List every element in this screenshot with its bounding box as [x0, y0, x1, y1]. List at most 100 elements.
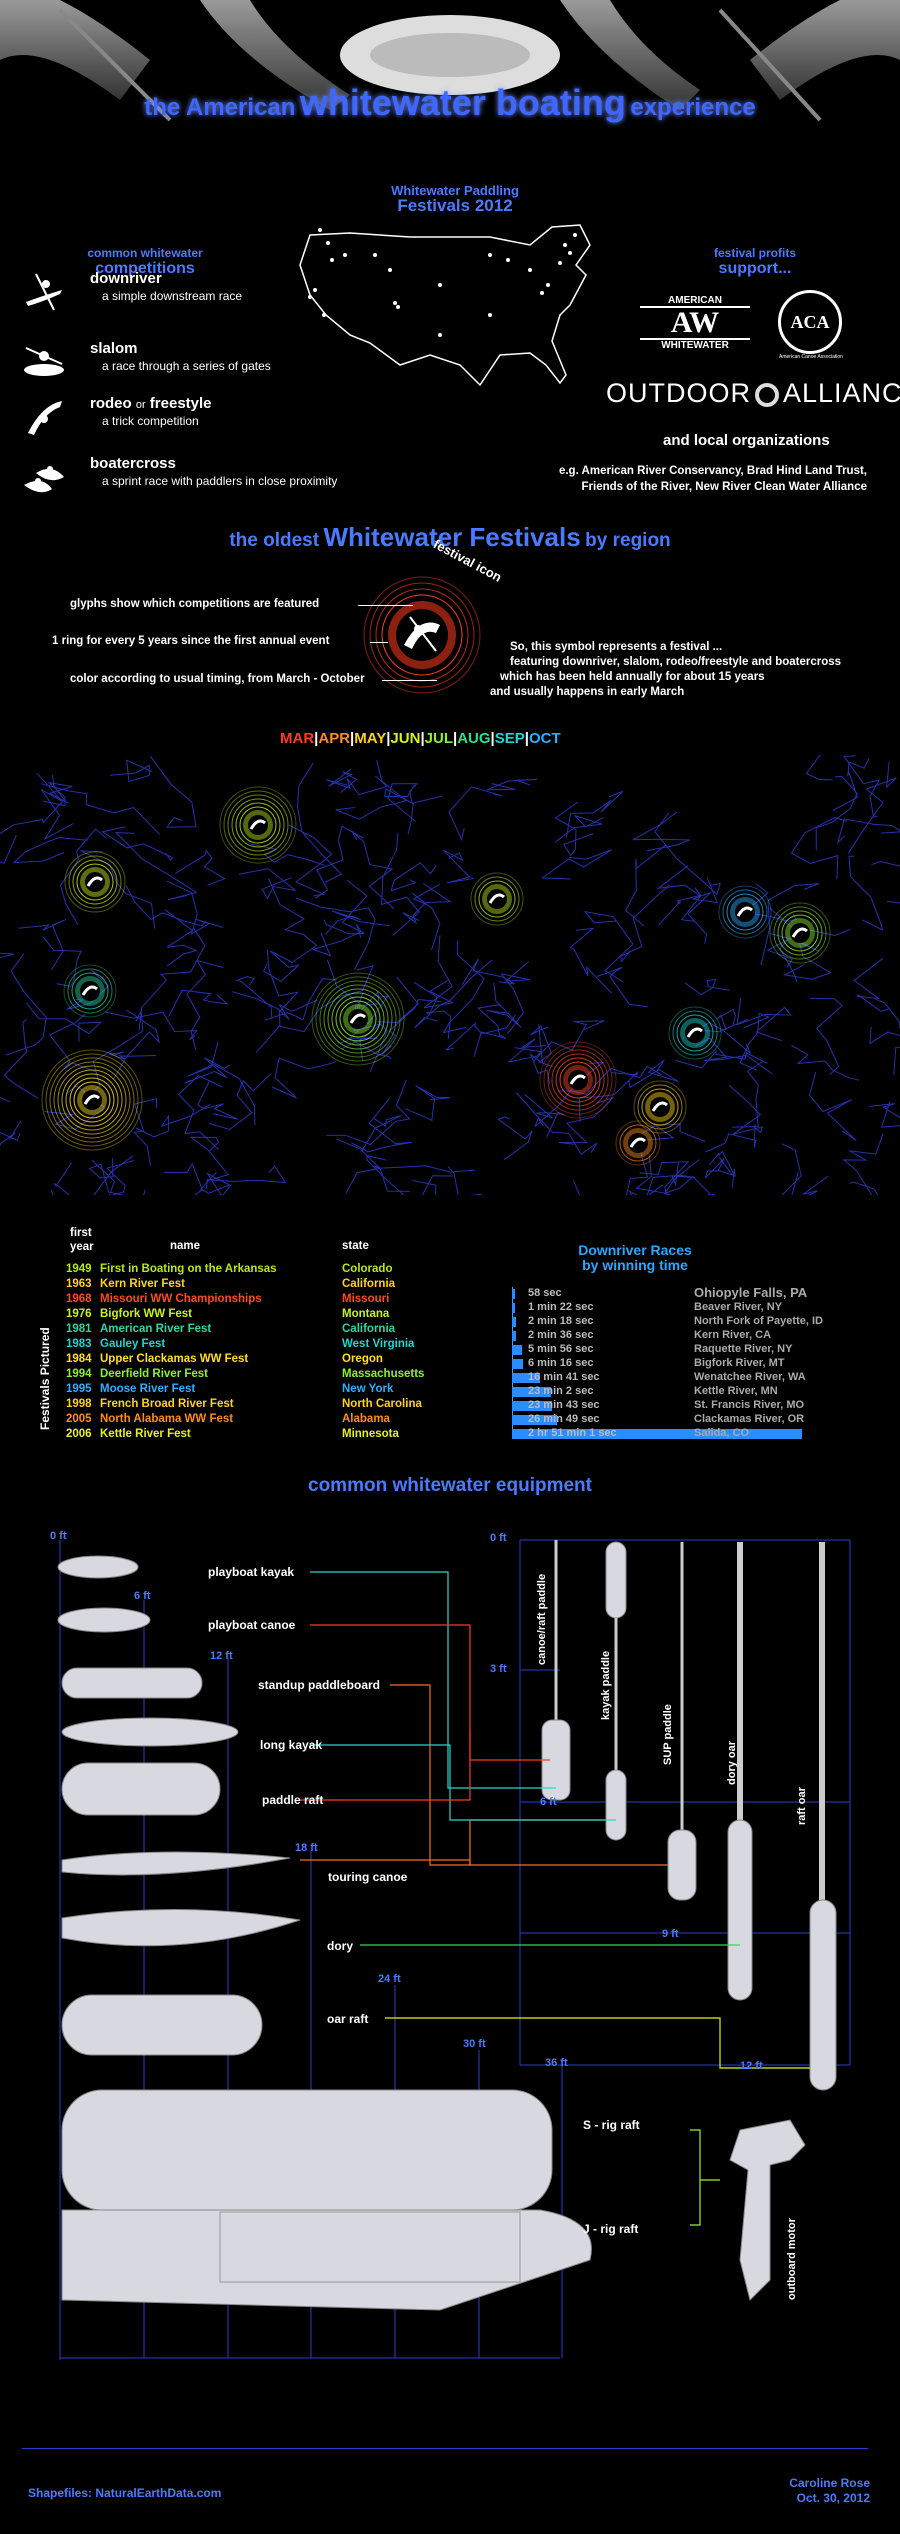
kayaker-slalom-icon — [24, 347, 64, 376]
race-place: St. Francis River, MO — [694, 1399, 805, 1411]
legend-glyphs: glyphs show which competitions are featu… — [70, 598, 320, 610]
race-place: Salida, CO — [694, 1427, 750, 1439]
festival-name: American River Fest — [100, 1323, 212, 1335]
paddle-ruler-9ft: 9 ft — [662, 1928, 679, 1940]
orgs-examples: e.g. American River Conservancy, Brad Hi… — [558, 465, 867, 493]
festival-row: 1998 French Broad River Fest North Carolin… — [66, 1398, 462, 1413]
month-1: APR — [318, 730, 351, 747]
festival-ring — [478, 880, 516, 918]
festival-year: 1984 — [66, 1353, 92, 1365]
legend-color: color according to usual timing, from Ma… — [70, 673, 365, 685]
paddle-raft-shape — [61, 1762, 221, 1816]
festival-name: Missouri WW Championships — [100, 1293, 262, 1305]
festival-row: 1949 First in Boating on the Arkansas Colo… — [66, 1263, 462, 1278]
ruler-6ft: 6 ft — [134, 1590, 151, 1602]
month-separator: | — [524, 730, 529, 747]
footer-divider — [22, 2448, 868, 2449]
festival-name: Kettle River Fest — [100, 1428, 191, 1440]
paddler-silhouette-right — [560, 0, 700, 110]
race-bar — [512, 1387, 551, 1397]
festival-year: 1995 — [66, 1383, 92, 1395]
festival-state: Colorado — [342, 1263, 393, 1275]
label-sup-paddle: SUP paddle — [662, 1704, 674, 1765]
sup-paddle-blade — [667, 1829, 697, 1901]
ruler-30ft: 30 ft — [463, 2038, 486, 2050]
competition-slalom: slalom a race through a series of gates — [22, 340, 402, 390]
playboat-canoe-shape — [57, 1607, 151, 1633]
festival-ring — [49, 1057, 135, 1143]
festival-ring — [45, 1053, 139, 1147]
race-place: Clackamas River, OR — [694, 1413, 805, 1425]
race-row: 2 hr 51 min 1 sec Salida, CO — [512, 1427, 812, 1441]
festival-ring — [323, 984, 393, 1054]
festival-year: 1998 — [66, 1398, 92, 1410]
month-6: SEP — [494, 730, 525, 747]
long-kayak-shape — [61, 1717, 239, 1747]
col-name: name — [170, 1240, 201, 1252]
festival-glyph-icon — [686, 1027, 703, 1038]
festival-ring — [71, 972, 109, 1010]
race-row: 2 min 36 sec Kern River, CA — [512, 1329, 812, 1343]
label-playboat-kayak: playboat kayak — [208, 1565, 295, 1579]
label-paddle-raft: paddle raft — [262, 1793, 324, 1807]
festival-state: California — [342, 1323, 396, 1335]
ruler-36ft: 36 ft — [545, 2057, 568, 2069]
raft-oar-blade — [809, 1899, 837, 2091]
festival-rings — [363, 576, 481, 694]
festival-ring — [470, 872, 524, 926]
paddles — [541, 1540, 837, 2301]
festival-ring — [619, 1124, 657, 1162]
competition-glyphs — [404, 622, 440, 649]
festival-name: Kern River Fest — [100, 1278, 186, 1290]
festival-ring — [231, 798, 285, 852]
festival-state: Alabama — [342, 1413, 390, 1425]
festival-ring — [637, 1084, 683, 1130]
label-connectors — [300, 1571, 810, 2226]
month-separator: | — [314, 730, 319, 747]
race-place: Beaver River, NY — [694, 1301, 783, 1313]
festival-row: 1976 Bigfork WW Fest Montana — [66, 1308, 462, 1323]
festival-state: New York — [342, 1383, 394, 1395]
legend-rings-line — [370, 642, 388, 643]
kayaker-freestyle-icon — [28, 401, 62, 435]
label-touring-canoe: touring canoe — [328, 1870, 408, 1884]
oldest-festivals-title: the oldest Whitewater Festivals by regio… — [229, 522, 671, 552]
label-s-rig-raft: S - rig raft — [583, 2118, 640, 2132]
competitions-heading: common whitewater competitions — [87, 246, 203, 277]
festival-row: 1994 Deerfield River Fest Massachusetts — [66, 1368, 462, 1383]
festival-ring — [69, 1077, 115, 1123]
festival-ring — [668, 1006, 722, 1060]
legend-description: So, this symbol represents a festival ..… — [490, 641, 842, 698]
festival-ring — [64, 851, 126, 913]
us-map-2012 — [299, 224, 591, 387]
festival-ring — [777, 910, 823, 956]
race-time: 26 min 49 sec — [528, 1413, 600, 1425]
festival-state: West Virginia — [342, 1338, 415, 1350]
month-2: MAY — [354, 730, 387, 747]
month-7: OCT — [528, 730, 561, 747]
festival-ring — [722, 889, 768, 935]
race-row: 23 min 43 sec St. Francis River, MO — [512, 1399, 812, 1413]
race-time: 2 min 36 sec — [528, 1329, 594, 1341]
s-rig-raft-shape — [61, 2089, 553, 2211]
month-separator: | — [490, 730, 495, 747]
race-row: 2 min 18 sec North Fork of Payette, ID — [512, 1315, 823, 1329]
festival-ring — [539, 1041, 617, 1119]
festival-name: North Alabama WW Fest — [100, 1413, 234, 1425]
month-separator: | — [386, 730, 391, 747]
festival-state: North Carolina — [342, 1398, 422, 1410]
race-place: Raquette River, NY — [694, 1343, 793, 1355]
festival-ring — [63, 964, 117, 1018]
paddle-ruler-12ft: 12 ft — [740, 2060, 763, 2072]
race-row: 23 min 2 sec Kettle River, MN — [512, 1385, 812, 1399]
ruler-24ft: 24 ft — [378, 1973, 401, 1985]
festival-glyph-icon — [651, 1101, 668, 1112]
kayak-silhouette-right — [750, 0, 900, 100]
festival-ring — [474, 876, 520, 922]
race-place: Kettle River, MN — [694, 1385, 778, 1397]
festival-year: 2005 — [66, 1413, 92, 1425]
festival-ring — [672, 1010, 718, 1056]
kayak-silhouette-left — [0, 0, 150, 100]
aca-logo: ACA American Canoe Association — [778, 290, 844, 360]
touring-canoe-shape — [61, 1851, 291, 1876]
